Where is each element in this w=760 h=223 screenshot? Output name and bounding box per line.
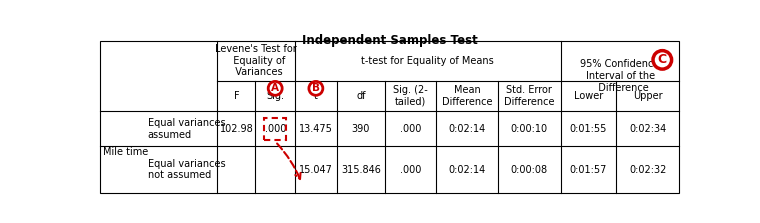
Circle shape: [268, 81, 282, 95]
Text: Sig. (2-
tailed): Sig. (2- tailed): [393, 85, 428, 107]
Text: Upper: Upper: [633, 91, 663, 101]
Text: Std. Error
Difference: Std. Error Difference: [504, 85, 555, 107]
Text: Lower: Lower: [574, 91, 603, 101]
Text: Equal variances
assumed: Equal variances assumed: [147, 118, 225, 140]
Text: 315.846: 315.846: [341, 165, 381, 175]
Text: 0:02:34: 0:02:34: [629, 124, 667, 134]
Text: 0:01:57: 0:01:57: [569, 165, 607, 175]
Text: 390: 390: [352, 124, 370, 134]
Text: F: F: [233, 91, 239, 101]
Text: A: A: [271, 83, 279, 93]
Text: .000: .000: [400, 124, 421, 134]
Text: t: t: [314, 91, 318, 101]
Text: Independent Samples Test: Independent Samples Test: [302, 35, 477, 47]
Text: 0:01:55: 0:01:55: [569, 124, 607, 134]
Text: B: B: [312, 83, 320, 93]
Text: Mean
Difference: Mean Difference: [442, 85, 492, 107]
Circle shape: [653, 51, 672, 69]
Text: 13.475: 13.475: [299, 124, 333, 134]
Text: .000: .000: [400, 165, 421, 175]
Text: Levene's Test for
  Equality of
  Variances: Levene's Test for Equality of Variances: [215, 44, 297, 77]
Text: .000: .000: [264, 124, 286, 134]
Text: 0:02:32: 0:02:32: [629, 165, 667, 175]
Bar: [264, 118, 286, 140]
Text: 0:02:14: 0:02:14: [448, 165, 486, 175]
Text: 0:00:08: 0:00:08: [511, 165, 548, 175]
Text: 0:00:10: 0:00:10: [511, 124, 548, 134]
Text: Equal variances
not assumed: Equal variances not assumed: [147, 159, 225, 180]
Text: C: C: [657, 53, 667, 66]
Text: t-test for Equality of Means: t-test for Equality of Means: [362, 56, 494, 66]
Text: 95% Confidence
Interval of the
  Difference: 95% Confidence Interval of the Differenc…: [581, 60, 660, 93]
Text: Mile time: Mile time: [103, 147, 148, 157]
Circle shape: [309, 81, 323, 95]
Text: 15.047: 15.047: [299, 165, 333, 175]
Text: 0:02:14: 0:02:14: [448, 124, 486, 134]
Text: Sig.: Sig.: [266, 91, 284, 101]
Text: 102.98: 102.98: [220, 124, 253, 134]
Text: df: df: [356, 91, 366, 101]
Bar: [100, 41, 679, 193]
